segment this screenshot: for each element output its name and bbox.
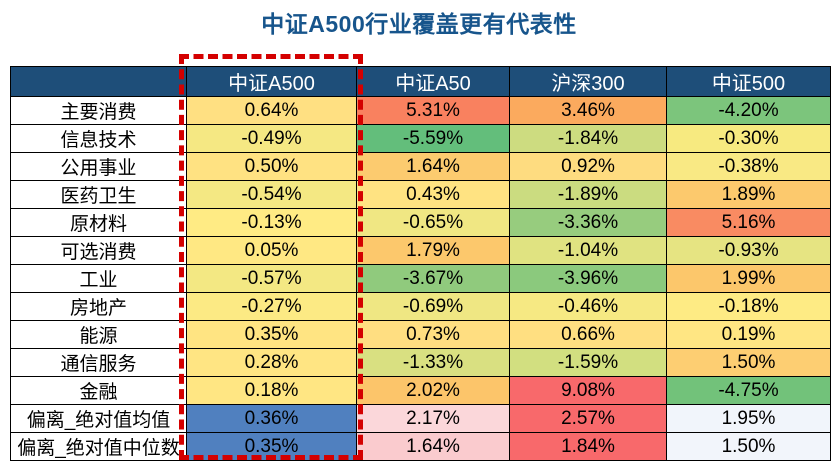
table-row: 医药卫生 -0.54% 0.43% -1.89% 1.89% (10, 180, 831, 209)
value-cell: 1.99% (666, 264, 831, 293)
row-label: 原材料 (10, 208, 187, 237)
value-cell: -1.04% (509, 236, 667, 265)
value-cell: 1.50% (666, 348, 831, 377)
row-label: 通信服务 (10, 348, 187, 377)
row-label: 信息技术 (10, 124, 187, 153)
value-cell: -0.93% (666, 236, 831, 265)
value-cell: -5.59% (356, 124, 510, 153)
table-row: 能源 0.35% 0.73% 0.66% 0.19% (10, 320, 831, 349)
value-cell: -0.57% (186, 264, 357, 293)
value-cell: 1.84% (509, 432, 667, 461)
header-row: 中证A500 中证A50 沪深300 中证500 (10, 66, 831, 97)
value-cell: 1.79% (356, 236, 510, 265)
table-row: 房地产 -0.27% -0.69% -0.46% -0.18% (10, 292, 831, 321)
value-cell: -3.36% (509, 208, 667, 237)
value-cell: -0.54% (186, 180, 357, 209)
table-row: 金融 0.18% 2.02% 9.08% -4.75% (10, 376, 831, 405)
value-cell: 0.43% (356, 180, 510, 209)
value-cell: -0.69% (356, 292, 510, 321)
table-row: 通信服务 0.28% -1.33% -1.59% 1.50% (10, 348, 831, 377)
value-cell: 1.64% (356, 432, 510, 461)
value-cell: 9.08% (509, 376, 667, 405)
row-label: 可选消费 (10, 236, 187, 265)
value-cell: 0.19% (666, 320, 831, 349)
value-cell: 0.73% (356, 320, 510, 349)
value-cell: -0.46% (509, 292, 667, 321)
row-label: 医药卫生 (10, 180, 187, 209)
corner-cell (10, 66, 187, 97)
value-cell: -0.18% (666, 292, 831, 321)
table-row: 偏离_绝对值中位数 0.35% 1.64% 1.84% 1.50% (10, 432, 831, 461)
value-cell: 1.89% (666, 180, 831, 209)
value-cell: 5.16% (666, 208, 831, 237)
value-cell: -4.75% (666, 376, 831, 405)
value-cell: -4.20% (666, 96, 831, 125)
row-label: 房地产 (10, 292, 187, 321)
row-label: 金融 (10, 376, 187, 405)
value-cell: 0.35% (186, 432, 357, 461)
row-label: 工业 (10, 264, 187, 293)
value-cell: -0.38% (666, 152, 831, 181)
table-row: 偏离_绝对值均值 0.36% 2.17% 2.57% 1.95% (10, 404, 831, 433)
value-cell: -0.30% (666, 124, 831, 153)
value-cell: 5.31% (356, 96, 510, 125)
value-cell: 0.18% (186, 376, 357, 405)
value-cell: 1.64% (356, 152, 510, 181)
table-row: 公用事业 0.50% 1.64% 0.92% -0.38% (10, 152, 831, 181)
table-row: 可选消费 0.05% 1.79% -1.04% -0.93% (10, 236, 831, 265)
value-cell: 0.64% (186, 96, 357, 125)
value-cell: -0.49% (186, 124, 357, 153)
column-header: 中证500 (666, 66, 831, 97)
row-label: 能源 (10, 320, 187, 349)
value-cell: 0.92% (509, 152, 667, 181)
table-row: 信息技术 -0.49% -5.59% -1.84% -0.30% (10, 124, 831, 153)
column-header: 沪深300 (509, 66, 667, 97)
table-row: 主要消费 0.64% 5.31% 3.46% -4.20% (10, 96, 831, 125)
table-row: 工业 -0.57% -3.67% -3.96% 1.99% (10, 264, 831, 293)
value-cell: -1.89% (509, 180, 667, 209)
value-cell: 2.17% (356, 404, 510, 433)
value-cell: -0.27% (186, 292, 357, 321)
value-cell: -1.84% (509, 124, 667, 153)
value-cell: 1.95% (666, 404, 831, 433)
row-label: 偏离_绝对值中位数 (10, 432, 187, 461)
row-label: 公用事业 (10, 152, 187, 181)
value-cell: -0.13% (186, 208, 357, 237)
value-cell: 0.35% (186, 320, 357, 349)
value-cell: 1.50% (666, 432, 831, 461)
value-cell: 0.66% (509, 320, 667, 349)
column-header: 中证A500 (186, 66, 357, 97)
value-cell: 3.46% (509, 96, 667, 125)
row-label: 偏离_绝对值均值 (10, 404, 187, 433)
value-cell: 0.05% (186, 236, 357, 265)
table-row: 原材料 -0.13% -0.65% -3.36% 5.16% (10, 208, 831, 237)
value-cell: 2.02% (356, 376, 510, 405)
value-cell: -1.33% (356, 348, 510, 377)
value-cell: 0.36% (186, 404, 357, 433)
value-cell: -3.67% (356, 264, 510, 293)
value-cell: 2.57% (509, 404, 667, 433)
value-cell: 0.50% (186, 152, 357, 181)
row-label: 主要消费 (10, 96, 187, 125)
value-cell: -0.65% (356, 208, 510, 237)
value-cell: 0.28% (186, 348, 357, 377)
figure-title: 中证A500行业覆盖更有代表性 (261, 11, 577, 37)
heatmap-table: 中证A500 中证A50 沪深300 中证500 主要消费 0.64% 5.31% 3.46… (10, 66, 831, 461)
column-header: 中证A50 (356, 66, 510, 97)
value-cell: -3.96% (509, 264, 667, 293)
table-body: 主要消费 0.64% 5.31% 3.46% -4.20% 信息技术 -0.49% -5.59… (10, 96, 831, 461)
value-cell: -1.59% (509, 348, 667, 377)
